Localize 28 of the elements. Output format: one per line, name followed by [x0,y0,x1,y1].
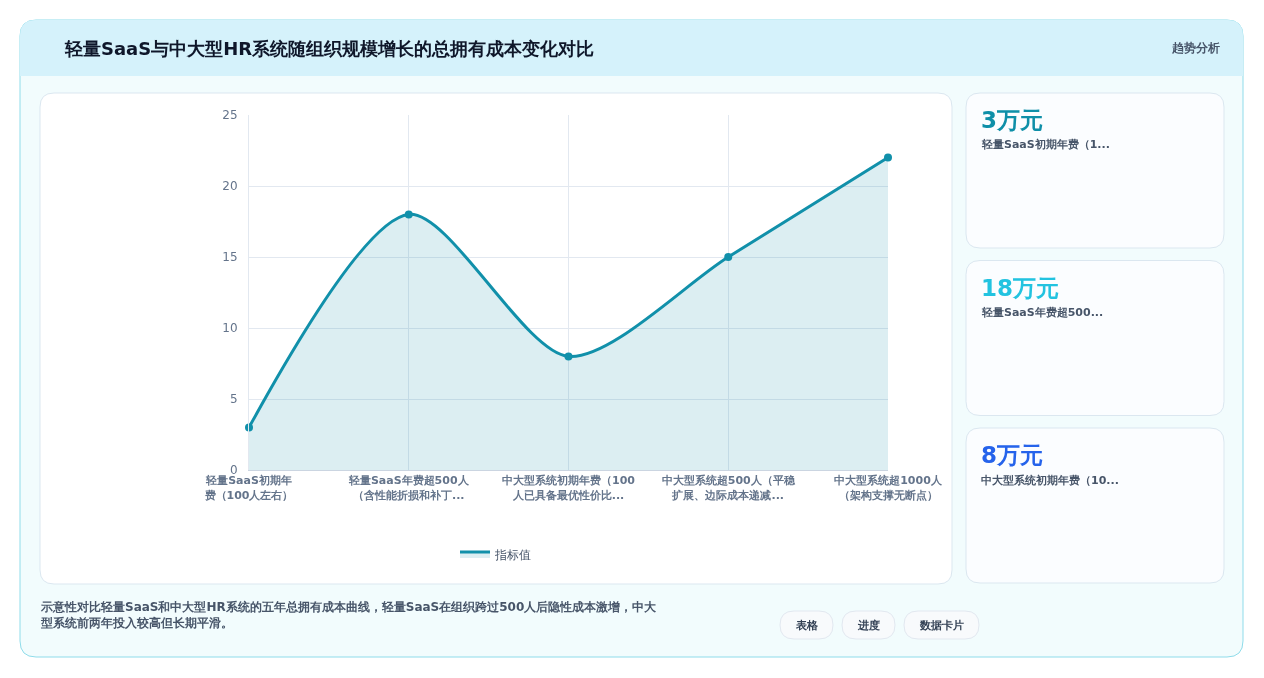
legend-label: 指标值 [494,547,531,562]
x-tick-label: 中大型系统初期年费（100人已具备最优性价比... [502,474,636,502]
point [724,253,733,261]
chart-title: 轻量SaaS与中大型HR系统随组织规模增长的总拥有成本变化对比 [64,38,595,59]
y-tick-label: 5 [229,392,238,407]
text: 18万元 [981,275,1060,301]
text: 趋势分析 [1171,41,1220,55]
text: 数据卡片 [919,619,964,632]
text: 8万元 [981,442,1044,468]
point [564,352,573,361]
text: 3万元 [981,107,1044,133]
text: 进度 [857,619,880,632]
text: 轻量SaaS初期年费（1... [981,138,1110,151]
text: 中大型系统初期年费（10... [981,474,1119,487]
text: 表格 [795,619,819,632]
text: 轻量SaaS年费超500... [981,306,1104,319]
x-tick-label: 轻量SaaS年费超500人（含性能折损和补丁... [347,474,470,502]
point [245,423,253,432]
y-tick-label: 25 [222,108,238,123]
x-tick-label: 中大型系统超1000人（架构支撑无断点） [834,474,943,502]
y-tick-label: 15 [222,250,238,265]
point [404,210,413,219]
y-tick-label: 20 [222,179,238,194]
y-tick-label: 10 [222,321,238,336]
text: 示意性对比轻量SaaS和中大型HR系统的五年总拥有成本曲线，轻量SaaS在组织跨过500人后隐性成本激增，中大型系统前两年投入较高但长期平滑。 [40,600,658,630]
x-tick-label: 中大型系统超500人（平稳扩展、边际成本递减... [661,474,796,502]
point [884,153,892,162]
x-tick-label: 轻量SaaS初期年费（100人左右） [203,474,294,502]
